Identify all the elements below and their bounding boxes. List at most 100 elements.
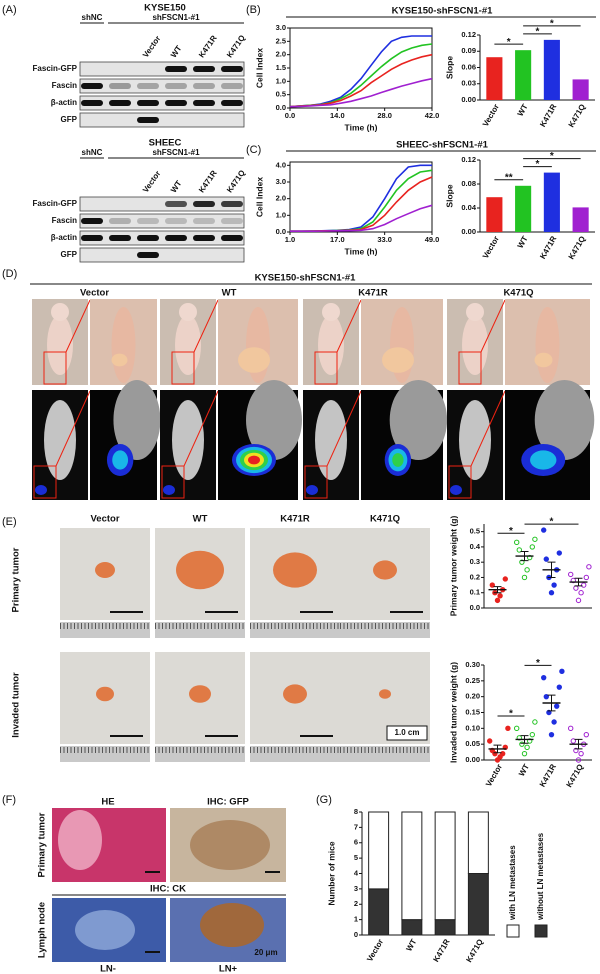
ruler: [340, 622, 430, 638]
plot-frame: [289, 27, 433, 109]
data-point: [516, 547, 522, 553]
band: [137, 235, 159, 241]
signal: [163, 485, 175, 495]
y-tick-label: 1.0: [276, 210, 286, 219]
y-tick-label: 3.0: [276, 23, 286, 32]
data-point: [519, 741, 525, 747]
data-point: [581, 582, 587, 588]
significance-label: *: [509, 709, 513, 720]
column-label: Vector: [90, 514, 119, 525]
y-tick-label: 2.0: [276, 50, 286, 59]
blot-strip: [79, 112, 245, 128]
x-tick-label: Vector: [481, 235, 501, 261]
data-point: [568, 571, 574, 578]
data-point: [556, 684, 562, 690]
zoom-line: [183, 390, 219, 467]
series-line: [289, 77, 433, 108]
x-tick-label: 42.0: [425, 111, 440, 120]
data-point: [556, 550, 562, 556]
tumor: [189, 685, 211, 703]
series-line: [289, 35, 432, 108]
error-bar: [547, 561, 556, 578]
zoom-box: [304, 465, 328, 499]
panel-label: (C): [246, 144, 261, 156]
body: [389, 380, 448, 460]
data-point: [586, 564, 592, 570]
row-label: β-actin: [51, 233, 77, 242]
tissue: [58, 810, 102, 870]
x-tick-label: 17.0: [330, 235, 345, 244]
data-point: [524, 567, 530, 573]
ruler: [340, 746, 430, 762]
x-tick-label: Vector: [484, 763, 504, 789]
band: [165, 83, 187, 89]
legend-label: with LN metastases: [508, 845, 517, 921]
data-point: [548, 590, 555, 596]
data-point: [514, 539, 520, 546]
y-tick-label: 0.0: [276, 103, 286, 112]
y-tick-label: 0.12: [461, 155, 476, 164]
band: [137, 218, 159, 224]
column-label: HE: [101, 797, 114, 808]
x-tick-label: 14.0: [330, 111, 345, 120]
section-title: KYSE150-shFSCN1-#1: [255, 273, 357, 284]
tissue: [75, 910, 135, 950]
x-tick-label: 0.0: [285, 111, 295, 120]
body: [534, 380, 595, 460]
y-tick-label: 0.20: [465, 692, 480, 701]
lane-label: K471Q: [225, 33, 247, 59]
bar-segment: [467, 811, 489, 874]
data-point: [521, 750, 528, 757]
band: [165, 201, 187, 207]
significance-label: *: [550, 19, 554, 30]
data-point: [583, 731, 589, 738]
y-tick-label: 8: [354, 807, 358, 816]
data-point: [514, 725, 520, 732]
mouse: [315, 400, 347, 480]
zoom-box: [458, 351, 482, 385]
significance-label: *: [536, 27, 540, 38]
y-axis-label: Primary tumor weight (g): [448, 516, 458, 617]
x-tick-label: 49.0: [425, 235, 440, 244]
plot-frame: [289, 161, 433, 233]
significance-label: *: [536, 658, 540, 669]
column-label: K471Q: [370, 514, 400, 525]
tumor: [273, 552, 317, 588]
band: [109, 235, 131, 241]
x-tick-label: WT: [517, 762, 531, 777]
bar: [572, 207, 589, 232]
blot-strip: [79, 247, 245, 263]
y-tick-label: 0.00: [465, 755, 480, 764]
band: [221, 218, 243, 224]
blot-strip: [79, 95, 245, 111]
band: [137, 252, 159, 258]
zoom-box: [171, 351, 195, 385]
mouse: [172, 400, 204, 480]
blot-title: KYSE150: [144, 3, 186, 14]
y-tick-label: 0.06: [461, 62, 476, 71]
y-tick-label: 0.2: [470, 572, 480, 581]
data-point: [551, 719, 557, 725]
tumor: [283, 684, 307, 704]
lane-label: WT: [169, 179, 184, 194]
tumor: [534, 352, 553, 368]
data-point: [497, 593, 503, 599]
row-label: Fascin-GFP: [33, 199, 78, 208]
section-title: IHC: CK: [150, 884, 186, 895]
y-tick-label: 0.1: [470, 588, 480, 597]
y-axis-label: Slope: [444, 184, 454, 207]
band: [221, 100, 243, 106]
scale-label: 20 μm: [254, 948, 277, 957]
significance-label: *: [550, 517, 554, 528]
y-tick-label: 0: [354, 930, 358, 939]
lane-label: K471R: [197, 34, 219, 60]
knockdown-label: shFSCN1-#1: [152, 148, 200, 157]
mouse: [459, 400, 491, 480]
x-axis-label: Time (h): [345, 122, 378, 132]
bar: [486, 57, 503, 100]
tissue: [190, 820, 270, 870]
bar: [543, 39, 560, 100]
band: [221, 83, 243, 89]
y-tick-label: 0.12: [461, 30, 476, 39]
tumor: [111, 353, 128, 367]
